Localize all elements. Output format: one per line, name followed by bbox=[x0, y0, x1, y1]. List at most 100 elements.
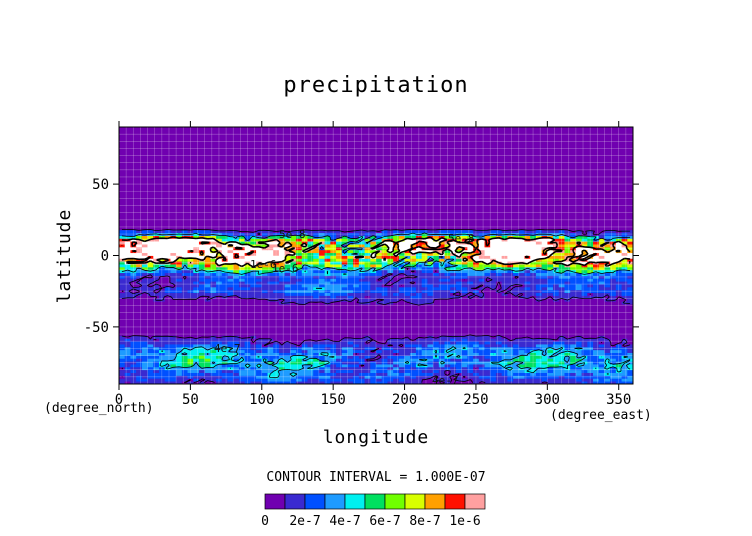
field-cell bbox=[313, 349, 320, 353]
field-cell bbox=[564, 341, 571, 345]
field-cell bbox=[307, 346, 314, 351]
field-cell bbox=[330, 292, 337, 296]
field-cell bbox=[615, 309, 622, 314]
field-cell bbox=[278, 321, 286, 325]
field-cell bbox=[433, 235, 440, 239]
field-cell bbox=[438, 312, 445, 316]
field-cell bbox=[604, 298, 611, 302]
field-cell bbox=[158, 324, 166, 328]
field-cell bbox=[564, 304, 571, 308]
field-cell bbox=[141, 329, 148, 333]
field-cell bbox=[547, 278, 554, 282]
field-cell bbox=[301, 358, 308, 362]
field-cell bbox=[610, 318, 617, 322]
field-cell bbox=[307, 369, 314, 373]
field-cell bbox=[484, 304, 491, 308]
field-cell bbox=[296, 289, 303, 294]
field-cell bbox=[267, 332, 274, 336]
field-cell bbox=[495, 304, 503, 308]
field-cell bbox=[307, 255, 314, 259]
field-cell bbox=[136, 375, 143, 379]
field-cell bbox=[278, 295, 286, 299]
field-cell bbox=[575, 286, 582, 291]
field-cell bbox=[507, 318, 514, 322]
field-cell bbox=[136, 318, 143, 322]
field-cell bbox=[204, 349, 211, 353]
field-cell bbox=[273, 349, 280, 353]
field-cell bbox=[593, 284, 600, 288]
field-cell bbox=[301, 309, 308, 314]
field-cell bbox=[495, 352, 503, 356]
field-cell bbox=[130, 329, 137, 333]
field-cell bbox=[478, 346, 485, 351]
field-cell bbox=[518, 349, 525, 353]
field-cell bbox=[176, 341, 183, 345]
field-cell bbox=[393, 378, 400, 382]
field-cell bbox=[301, 295, 308, 299]
field-cell bbox=[256, 381, 263, 384]
field-cell bbox=[547, 321, 554, 325]
field-cell bbox=[535, 278, 543, 282]
field-cell bbox=[461, 352, 468, 356]
field-cell bbox=[404, 278, 411, 282]
field-cell bbox=[267, 292, 274, 296]
field-cell bbox=[221, 326, 228, 331]
field-cell bbox=[147, 341, 154, 345]
field-cell bbox=[244, 375, 251, 379]
field-cell bbox=[518, 321, 525, 325]
field-cell bbox=[478, 226, 485, 231]
field-cell bbox=[513, 349, 520, 353]
field-cell bbox=[627, 304, 633, 308]
field-cell bbox=[541, 372, 548, 376]
field-cell bbox=[398, 244, 405, 248]
field-cell bbox=[278, 286, 286, 291]
field-cell bbox=[484, 369, 491, 373]
field-cell bbox=[410, 335, 417, 339]
field-cell bbox=[524, 324, 531, 328]
field-cell bbox=[404, 358, 411, 362]
field-cell bbox=[450, 329, 457, 333]
field-cell bbox=[530, 369, 537, 373]
field-cell bbox=[433, 315, 440, 319]
field-cell bbox=[541, 304, 548, 308]
field-cell bbox=[587, 301, 594, 305]
field-cell bbox=[570, 355, 577, 359]
field-cell bbox=[330, 366, 337, 371]
field-cell bbox=[187, 361, 194, 365]
field-cell bbox=[444, 349, 451, 353]
field-cell bbox=[381, 355, 388, 359]
field-cell bbox=[204, 381, 211, 384]
field-cell bbox=[513, 338, 520, 342]
field-cell bbox=[136, 349, 143, 353]
field-cell bbox=[227, 249, 234, 254]
field-cell bbox=[541, 298, 548, 302]
field-cell bbox=[244, 346, 251, 351]
field-cell bbox=[558, 301, 565, 305]
field-cell bbox=[387, 346, 394, 351]
field-cell bbox=[581, 289, 588, 294]
field-cell bbox=[564, 292, 571, 296]
field-cell bbox=[198, 264, 206, 268]
field-cell bbox=[467, 309, 474, 314]
field-cell bbox=[244, 335, 251, 339]
field-cell bbox=[490, 309, 497, 314]
field-cell bbox=[438, 375, 445, 379]
field-cell bbox=[507, 315, 514, 319]
field-cell bbox=[615, 364, 622, 368]
field-cell bbox=[176, 375, 183, 379]
field-cell bbox=[198, 361, 206, 365]
field-cell bbox=[387, 329, 394, 333]
field-cell bbox=[358, 326, 365, 331]
field-cell bbox=[307, 375, 314, 379]
field-cell bbox=[193, 229, 200, 234]
field-cell bbox=[147, 298, 154, 302]
field-cell bbox=[467, 332, 474, 336]
field-cell bbox=[530, 315, 537, 319]
field-cell bbox=[467, 272, 474, 276]
field-cell bbox=[621, 375, 628, 379]
field-cell bbox=[238, 295, 246, 299]
field-cell bbox=[347, 329, 354, 333]
field-cell bbox=[181, 321, 188, 325]
field-cell bbox=[181, 249, 188, 254]
